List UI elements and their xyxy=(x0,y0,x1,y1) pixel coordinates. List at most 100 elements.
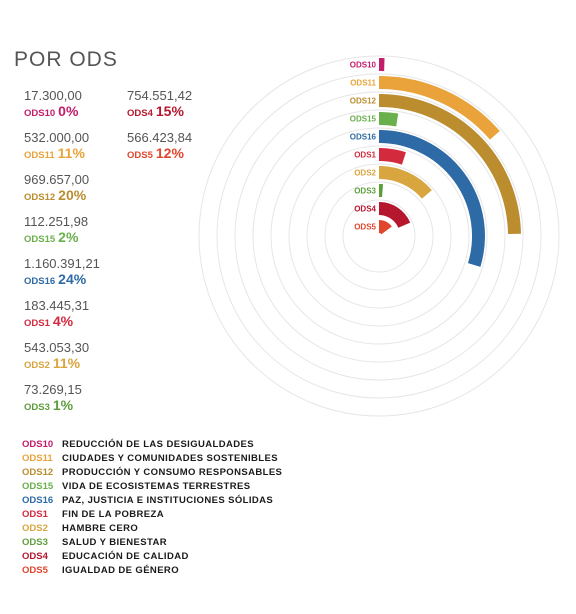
legend-code: ODS12 xyxy=(22,466,54,478)
bar-label-ods15: ODS15 xyxy=(350,115,377,124)
stat-percent: 12% xyxy=(155,145,184,161)
legend-label: IGUALDAD DE GÉNERO xyxy=(62,564,179,576)
legend-item-ods5: ODS5 IGUALDAD DE GÉNERO xyxy=(22,563,282,577)
legend-item-ods16: ODS16 PAZ, JUSTICIA E INSTITUCIONES SÓLID… xyxy=(22,493,282,507)
stat-ods16: 1.160.391,21 ODS16 24% xyxy=(24,256,134,290)
bar-label-ods1: ODS1 xyxy=(354,151,376,160)
stat-percent: 1% xyxy=(52,397,74,413)
bar-label-ods12: ODS12 xyxy=(350,97,377,106)
legend-code: ODS10 xyxy=(22,438,54,450)
stat-code: ODS3 xyxy=(24,402,50,413)
bar-label-ods4: ODS4 xyxy=(354,205,376,214)
grid-ring-3 xyxy=(306,163,452,309)
stat-percent: 11% xyxy=(52,355,81,371)
grid-ring-2 xyxy=(324,181,434,291)
stat-value: 969.657,00 xyxy=(24,172,90,187)
stat-ods5: 566.423,84 ODS5 12% xyxy=(127,130,237,164)
bar-ods2 xyxy=(378,166,432,199)
legend-code: ODS15 xyxy=(22,480,54,492)
bar-ods5 xyxy=(378,220,392,235)
stat-ods4: 754.551,42 ODS4 15% xyxy=(127,88,237,122)
bar-ods1 xyxy=(378,148,406,165)
legend-item-ods2: ODS2 HAMBRE CERO xyxy=(22,521,282,535)
bar-ods11 xyxy=(378,76,500,140)
bar-label-ods5: ODS5 xyxy=(354,223,376,232)
bar-ods4 xyxy=(378,202,411,229)
stat-percent: 11% xyxy=(57,145,85,161)
legend-code: ODS2 xyxy=(22,522,48,534)
legend-code: ODS4 xyxy=(22,550,48,562)
page-title: POR ODS xyxy=(14,48,118,71)
stat-ods11: 532.000,00 ODS11 11% xyxy=(24,130,134,164)
legend-code: ODS3 xyxy=(22,536,48,548)
bar-ods12 xyxy=(378,94,521,234)
legend-item-ods15: ODS15 VIDA DE ECOSISTEMAS TERRESTRES xyxy=(22,479,282,493)
legend-code: ODS1 xyxy=(22,508,48,520)
legend-label: REDUCCIÓN DE LAS DESIGUALDADES xyxy=(62,438,254,450)
stat-value: 566.423,84 xyxy=(127,130,193,145)
stat-ods15: 112.251,98 ODS15 2% xyxy=(24,214,134,248)
grid-ring-1 xyxy=(342,199,416,273)
legend-code: ODS11 xyxy=(22,452,53,464)
stat-code: ODS2 xyxy=(24,360,50,371)
legend-label: EDUCACIÓN DE CALIDAD xyxy=(62,550,189,562)
legend-label: SALUD Y BIENESTAR xyxy=(62,536,167,548)
stat-code: ODS12 xyxy=(24,192,56,203)
bar-label-ods11: ODS11 xyxy=(350,79,376,88)
legend-item-ods11: ODS11 CIUDADES Y COMUNIDADES SOSTENIBLES xyxy=(22,451,282,465)
stat-percent: 24% xyxy=(58,271,87,287)
stat-code: ODS10 xyxy=(24,108,56,119)
stat-value: 183.445,31 xyxy=(24,298,90,313)
stat-value: 754.551,42 xyxy=(127,88,193,103)
stat-percent: 20% xyxy=(58,187,87,203)
stat-ods10: 17.300,00 ODS10 0% xyxy=(24,88,134,122)
legend-label: PRODUCCIÓN Y CONSUMO RESPONSABLES xyxy=(62,466,283,478)
legend-label: CIUDADES Y COMUNIDADES SOSTENIBLES xyxy=(62,452,278,464)
legend-label: VIDA DE ECOSISTEMAS TERRESTRES xyxy=(62,480,251,492)
legend-item-ods12: ODS12 PRODUCCIÓN Y CONSUMO RESPONSABLES xyxy=(22,465,282,479)
stat-code: ODS11 xyxy=(24,150,55,161)
stat-value: 112.251,98 xyxy=(24,214,89,229)
bar-label-ods3: ODS3 xyxy=(354,187,376,196)
stat-code: ODS5 xyxy=(127,150,153,161)
grid-ring-6 xyxy=(252,109,506,363)
stat-code: ODS16 xyxy=(24,276,56,287)
bar-label-ods10: ODS10 xyxy=(350,61,377,70)
stat-percent: 2% xyxy=(58,229,79,245)
grid-ring-9 xyxy=(198,55,560,417)
grid-ring-8 xyxy=(216,73,542,399)
stat-percent: 4% xyxy=(52,313,74,329)
legend-label: FIN DE LA POBREZA xyxy=(62,508,164,520)
stat-code: ODS4 xyxy=(127,108,153,119)
stat-value: 1.160.391,21 xyxy=(24,256,100,271)
grid-ring-4 xyxy=(288,145,470,327)
stat-value: 543.053,30 xyxy=(24,340,90,355)
stat-percent: 0% xyxy=(58,103,79,119)
stat-code: ODS15 xyxy=(24,234,56,245)
legend: ODS10 REDUCCIÓN DE LAS DESIGUALDADES ODS11… xyxy=(22,437,282,577)
legend-label: PAZ, JUSTICIA E INSTITUCIONES SÓLIDAS xyxy=(62,494,274,506)
grid-ring-7 xyxy=(234,91,524,381)
stat-value: 73.269,15 xyxy=(24,382,82,397)
stat-ods1: 183.445,31 ODS1 4% xyxy=(24,298,134,332)
stat-percent: 15% xyxy=(155,103,184,119)
legend-item-ods4: ODS4 EDUCACIÓN DE CALIDAD xyxy=(22,549,282,563)
stat-ods3: 73.269,15 ODS3 1% xyxy=(24,382,134,416)
bar-ods16 xyxy=(378,130,485,267)
stat-value: 17.300,00 xyxy=(24,88,82,103)
legend-item-ods1: ODS1 FIN DE LA POBREZA xyxy=(22,507,282,521)
legend-item-ods10: ODS10 REDUCCIÓN DE LAS DESIGUALDADES xyxy=(22,437,282,451)
bar-label-ods16: ODS16 xyxy=(350,133,377,142)
legend-code: ODS16 xyxy=(22,494,54,506)
stat-code: ODS1 xyxy=(24,318,50,329)
stat-ods2: 543.053,30 ODS2 11% xyxy=(24,340,134,374)
legend-label: HAMBRE CERO xyxy=(62,522,139,534)
bar-ods15 xyxy=(378,112,399,127)
legend-item-ods3: ODS3 SALUD Y BIENESTAR xyxy=(22,535,282,549)
stat-ods12: 969.657,00 ODS12 20% xyxy=(24,172,134,206)
legend-code: ODS5 xyxy=(22,564,48,576)
bar-label-ods2: ODS2 xyxy=(354,169,376,178)
stat-value: 532.000,00 xyxy=(24,130,90,145)
grid-ring-5 xyxy=(270,127,488,345)
